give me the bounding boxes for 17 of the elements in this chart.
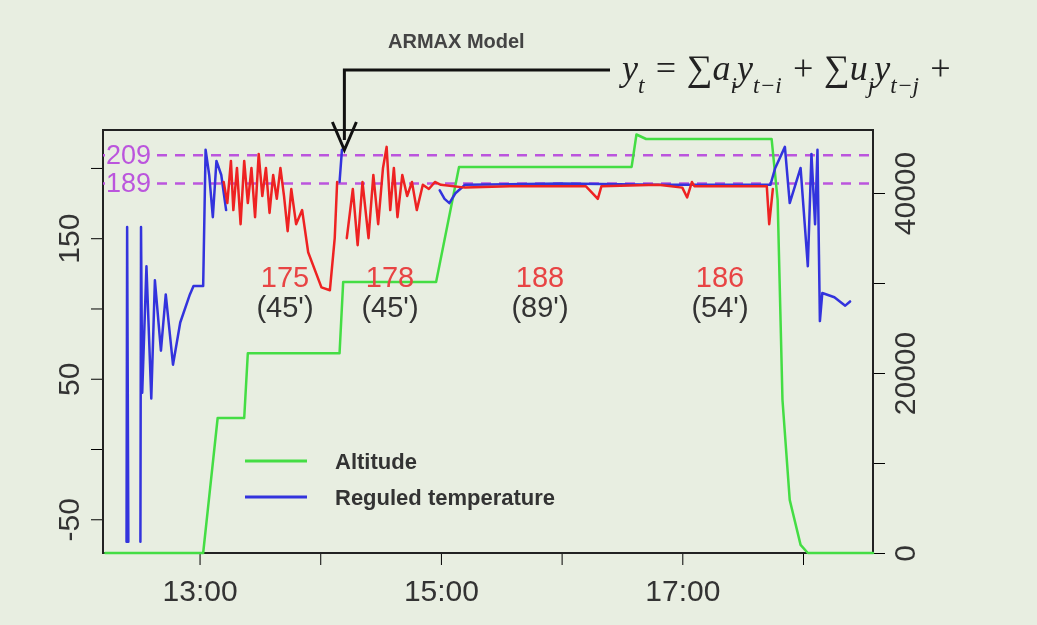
legend-label: Altitude (335, 449, 417, 474)
y-tick-label: 50 (52, 362, 85, 396)
x-tick-label: 17:00 (645, 574, 721, 607)
y2-tick-label: 40000 (888, 151, 921, 236)
ref-line-label: 189 (106, 168, 152, 199)
text: ARMAX Model (388, 30, 525, 52)
y-tick-label: -50 (52, 498, 85, 542)
legend-label: Reguled temperature (335, 485, 556, 510)
x-tick-label: 15:00 (403, 574, 479, 607)
ref-line-label: 209 (106, 140, 152, 171)
y2-tick-label: 0 (888, 545, 921, 562)
annotation: 175 (45') (256, 261, 314, 323)
annotation: 186 (54') (691, 261, 749, 323)
x-tick-label: 13:00 (162, 574, 238, 607)
annotation: 188 (89') (511, 261, 569, 323)
y2-tick-label: 20000 (888, 331, 921, 416)
y-tick-label: 150 (52, 213, 85, 264)
